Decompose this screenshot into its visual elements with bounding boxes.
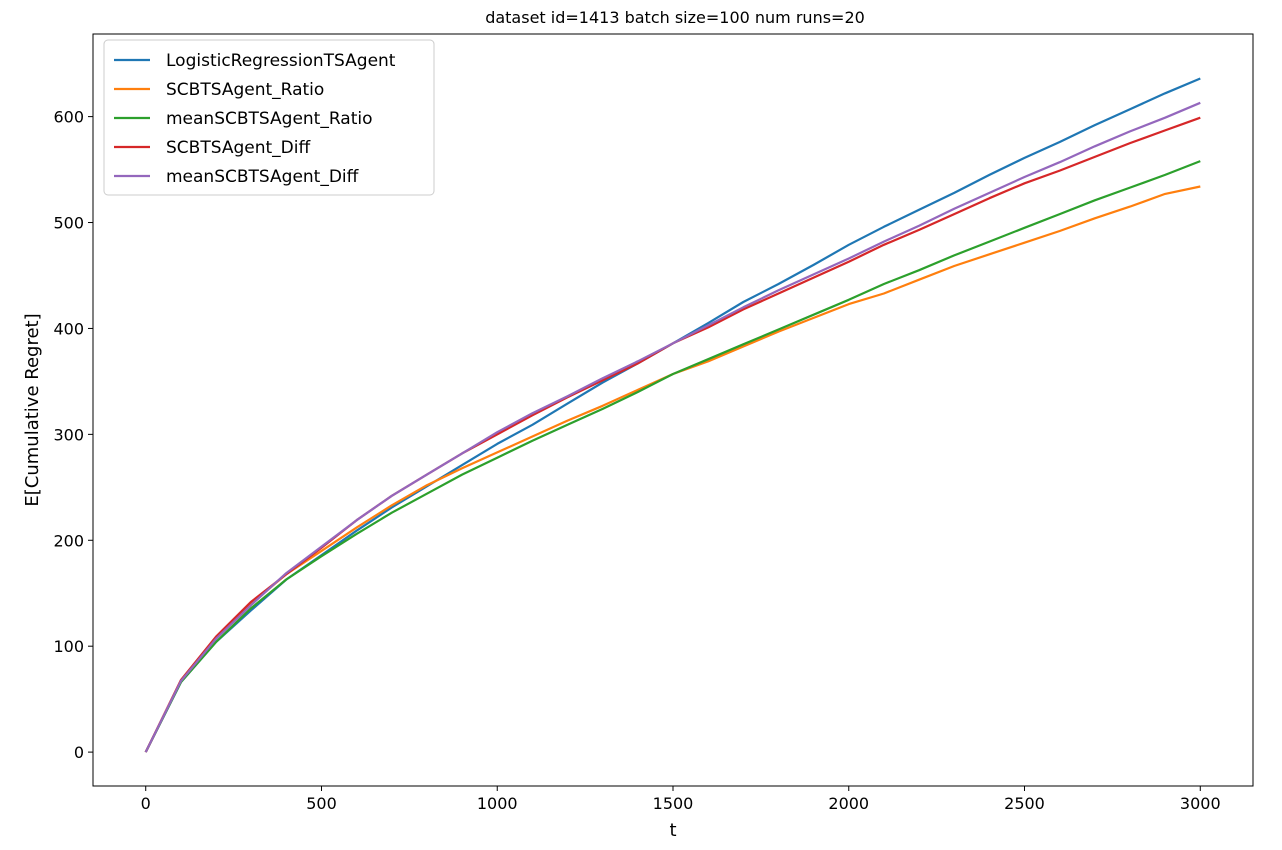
series-line-1 <box>144 185 1201 753</box>
series-line-2 <box>144 160 1201 753</box>
x-tick-label: 0 <box>141 794 151 813</box>
legend-label-4: meanSCBTSAgent_Diff <box>166 167 360 187</box>
x-tick-label: 2500 <box>1004 794 1045 813</box>
y-tick-label: 500 <box>53 214 84 233</box>
legend-label-0: LogisticRegressionTSAgent <box>166 51 396 71</box>
x-tick-label: 500 <box>306 794 337 813</box>
series-line-3 <box>144 116 1201 753</box>
legend-box <box>103 39 435 196</box>
legend-label-2: meanSCBTSAgent_Ratio <box>166 109 373 129</box>
legend-label-3: SCBTSAgent_Diff <box>166 138 311 158</box>
x-axis-label: t <box>669 820 676 841</box>
x-tick-label: 1500 <box>653 794 694 813</box>
y-tick-label: 600 <box>53 108 84 127</box>
x-tick-label: 3000 <box>1180 794 1221 813</box>
axis-ticks: 0 500 1000 1500 2000 2500 3000 0 100 200 300 400 500… <box>53 108 1220 813</box>
series-line-4 <box>144 101 1201 753</box>
y-tick-label: 200 <box>53 531 84 550</box>
legend: LogisticRegressionTSAgent SCBTSAgent_Rati… <box>103 39 435 196</box>
y-tick-label: 0 <box>74 743 84 762</box>
series-layer <box>144 77 1201 753</box>
y-tick-label: 100 <box>53 637 84 656</box>
x-tick-label: 2000 <box>828 794 869 813</box>
y-tick-label: 300 <box>53 425 84 444</box>
chart-title: dataset id=1413 batch size=100 num runs=… <box>485 8 865 27</box>
y-axis-label: E[Cumulative Regret] <box>22 313 43 506</box>
legend-label-1: SCBTSAgent_Ratio <box>166 80 324 100</box>
x-tick-label: 1000 <box>477 794 518 813</box>
y-tick-label: 400 <box>53 319 84 338</box>
